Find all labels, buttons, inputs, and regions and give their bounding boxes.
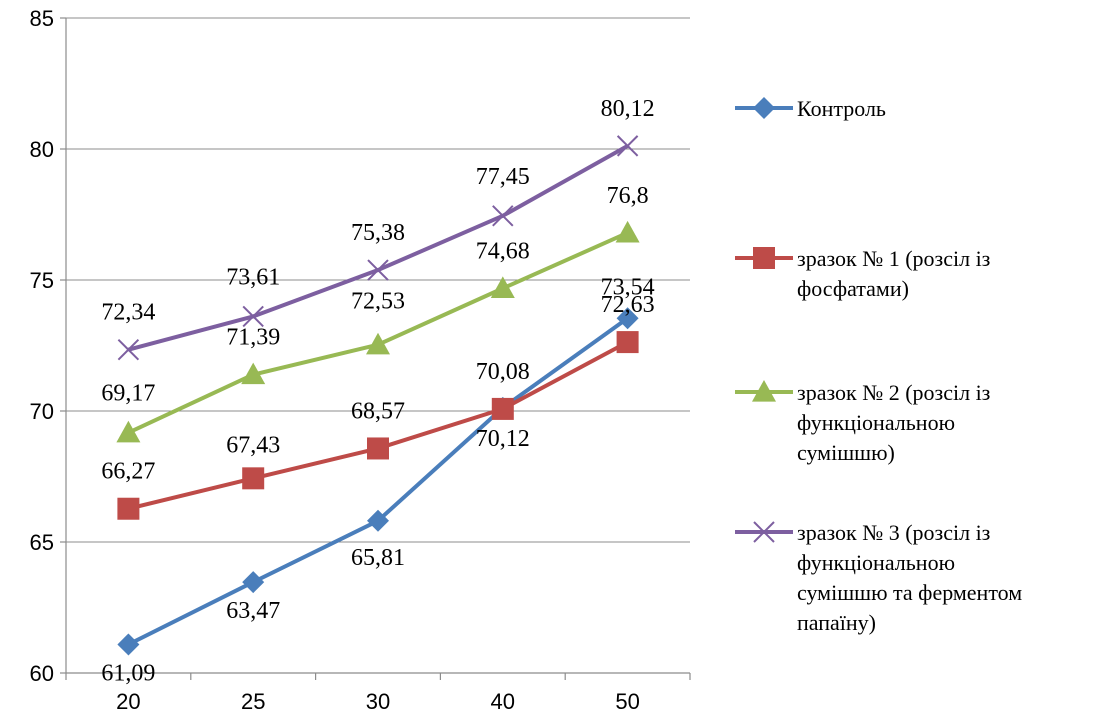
- legend-entry-1: Контроль: [735, 96, 886, 121]
- series-2-point: [616, 331, 639, 354]
- series-2-point: [117, 497, 140, 520]
- series-4-point-stroke: [492, 205, 514, 227]
- data-label: 65,81: [351, 545, 405, 571]
- series-1-point: [242, 571, 265, 594]
- legend-swatch-marker: [753, 247, 775, 269]
- legend-label: зразок № 3 (розсіл із: [797, 520, 990, 545]
- data-label: 80,12: [601, 96, 655, 122]
- data-label: 66,27: [101, 459, 155, 485]
- legend-entry-4: зразок № 3 (розсіл із функціональною суміш…: [735, 520, 1022, 635]
- data-label: 70,08: [476, 359, 530, 385]
- legend-entry-2: зразок № 1 (розсіл із фосфатами): [735, 246, 990, 301]
- data-label: 68,57: [351, 398, 405, 424]
- series-3-point: [116, 420, 141, 443]
- legend-label: сумішшю та ферментом: [797, 580, 1022, 605]
- x-tick-label: 40: [491, 689, 515, 714]
- data-label: 72,34: [101, 300, 155, 326]
- series-1-point: [117, 633, 140, 656]
- data-label: 74,68: [476, 238, 530, 264]
- series-3-point: [490, 276, 515, 298]
- series-3-point: [366, 332, 390, 355]
- series-line-4: [127, 144, 629, 352]
- series-4-point: [242, 305, 264, 328]
- series-3-point: [615, 220, 640, 243]
- series-4-point: [367, 259, 389, 281]
- data-label: 76,8: [607, 183, 649, 209]
- series-line-1: [127, 316, 629, 647]
- data-label: 67,43: [226, 432, 280, 458]
- legend-swatch-marker: [753, 97, 775, 119]
- legend-swatch-marker-stroke: [753, 521, 775, 543]
- data-label: 73,54: [601, 274, 655, 300]
- x-tick-label: 30: [366, 689, 390, 714]
- data-label: 73,61: [226, 264, 280, 290]
- series-2-point: [242, 467, 265, 490]
- series-4-point: [616, 135, 639, 157]
- data-label: 77,45: [476, 164, 530, 190]
- data-label: 61,09: [101, 660, 155, 686]
- legend-swatch-marker: [752, 380, 776, 402]
- series-2-point: [491, 397, 514, 420]
- y-tick-label: 70: [30, 399, 54, 424]
- x-tick-label: 25: [241, 689, 265, 714]
- data-label: 70,12: [476, 426, 530, 452]
- legend-label: зразок № 2 (розсіл із: [797, 380, 990, 405]
- series-4-point-stroke: [242, 305, 264, 328]
- series-4-point-stroke: [117, 338, 140, 361]
- x-tick-label: 50: [615, 689, 639, 714]
- y-tick-label: 85: [30, 6, 54, 31]
- legend-swatch-marker: [753, 521, 775, 543]
- series-group: [116, 135, 640, 656]
- legend-label: сумішшю): [797, 440, 895, 465]
- data-label: 63,47: [226, 598, 280, 624]
- y-axis-tick-labels: 60 65 70 75 80 85: [30, 6, 54, 686]
- series-4-point: [117, 338, 140, 361]
- series-2-point: [367, 437, 389, 460]
- legend-label: функціональною: [797, 550, 955, 575]
- series-1-point: [616, 307, 639, 330]
- data-label: 72,53: [351, 289, 405, 315]
- legend-label: зразок № 1 (розсіл із: [797, 246, 990, 271]
- x-tick-label: 20: [116, 689, 140, 714]
- y-tick-label: 80: [30, 137, 54, 162]
- legend-label: папаїну): [797, 610, 876, 635]
- legend-label: функціональною: [797, 410, 955, 435]
- legend-label: фосфатами): [797, 276, 909, 301]
- data-label: 72,63: [601, 292, 655, 318]
- x-axis-tick-labels: 20 25 30 40 50: [116, 689, 640, 714]
- data-label: 75,38: [351, 220, 405, 246]
- legend-label: Контроль: [797, 96, 886, 121]
- data-labels: 61,09 63,47 65,81 70,12 73,54 66,27 67,43 68,57…: [101, 96, 654, 687]
- legend-entry-3: зразок № 2 (розсіл із функціональною суміш…: [735, 380, 990, 465]
- series-4-point-stroke: [367, 259, 389, 281]
- series-4-point-stroke: [616, 135, 639, 157]
- y-tick-label: 75: [30, 268, 54, 293]
- y-tick-label: 65: [30, 530, 54, 555]
- data-label: 69,17: [101, 381, 155, 407]
- axes: [60, 17, 691, 680]
- data-label: 71,39: [226, 325, 280, 351]
- gridlines: [66, 17, 690, 543]
- series-3-point: [241, 362, 266, 385]
- series-1-point: [367, 509, 389, 532]
- y-tick-label: 60: [30, 661, 54, 686]
- series-line-2: [127, 340, 629, 511]
- series-4-point: [492, 205, 514, 227]
